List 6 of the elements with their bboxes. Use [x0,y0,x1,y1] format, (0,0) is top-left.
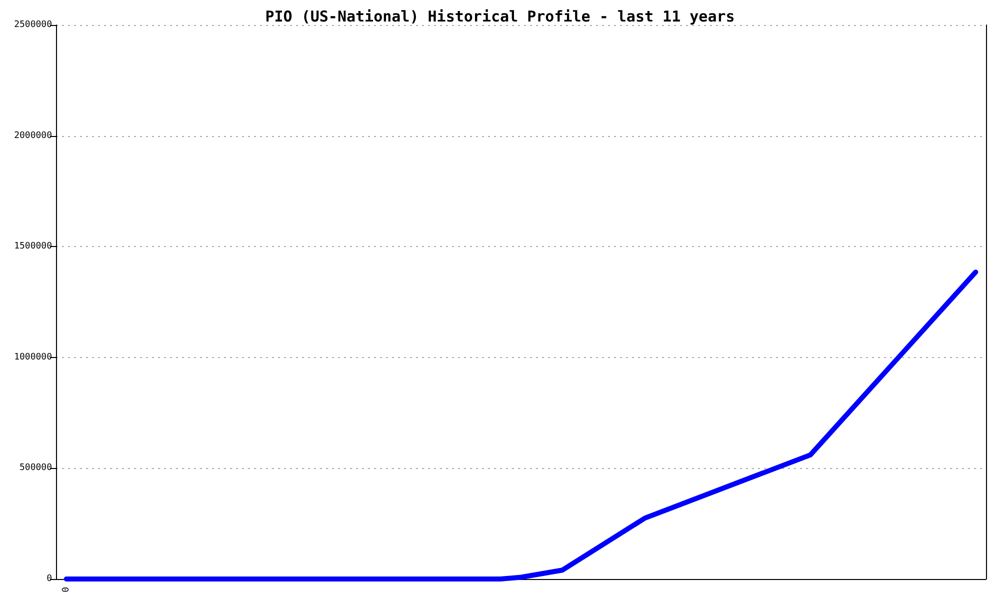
y-tick-label: 1000000 [14,352,52,362]
y-tick-label: 2000000 [14,130,52,141]
chart-title: PIO (US-National) Historical Profile - last 11 years [265,8,735,26]
y-tick-label: 500000 [19,463,52,474]
y-tick-label: 2500000 [14,20,52,30]
y-tick-label: 1500000 [14,242,52,252]
